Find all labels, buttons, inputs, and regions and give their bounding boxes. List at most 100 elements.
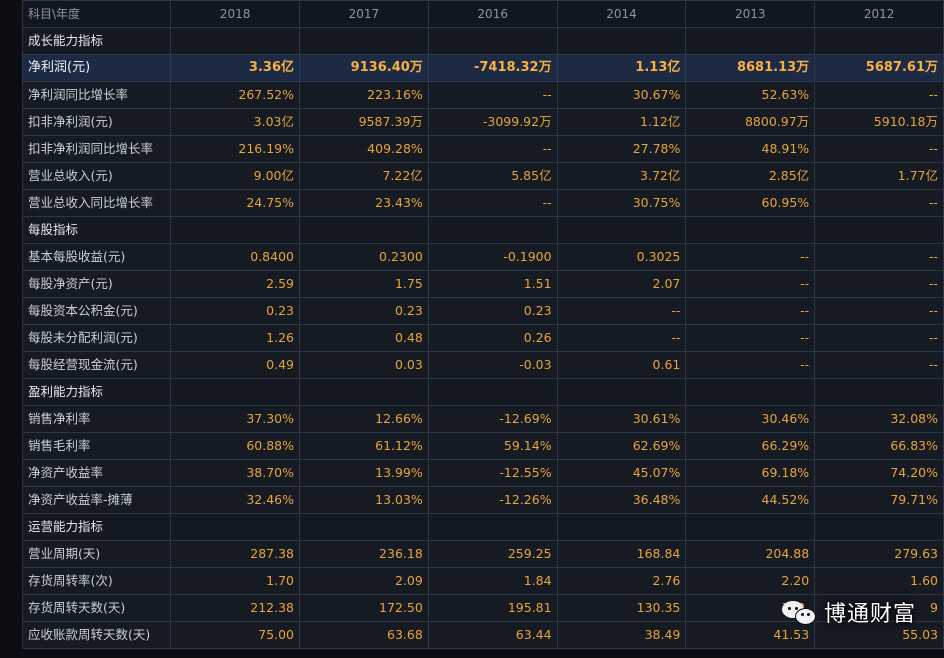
table-row[interactable]: 营业总收入(元) 9.00亿 7.22亿 5.85亿 3.72亿 2.85亿 1.77亿 — [21, 162, 944, 190]
value-cell: -- — [814, 324, 944, 352]
table-body: 成长能力指标 净利润(元) 3.36亿 9136.40万 -7418.32万 1.13亿 8… — [21, 27, 944, 649]
value-cell: 0.26 — [427, 324, 558, 352]
row-label: 每股资本公积金(元) — [21, 297, 172, 325]
value-cell: -0.03 — [427, 351, 558, 379]
row-label: 基本每股收益(元) — [21, 243, 172, 271]
section-empty-cell — [814, 378, 944, 406]
value-cell: 1.12亿 — [556, 108, 687, 136]
value-cell: 8800.97万 — [685, 108, 816, 136]
value-cell: 1.51 — [427, 270, 558, 298]
section-row: 运营能力指标 — [21, 513, 944, 541]
section-empty-cell — [685, 378, 816, 406]
value-cell: 2.76 — [556, 567, 687, 595]
table-row[interactable]: 净利润同比增长率 267.52% 223.16% -- 30.67% 52.63% -- — [21, 81, 944, 109]
row-label: 每股净资产(元) — [21, 270, 172, 298]
value-cell: 24.75% — [170, 189, 300, 217]
section-empty-cell — [814, 27, 944, 55]
value-cell: -3099.92万 — [427, 108, 558, 136]
year-header[interactable]: 2012 — [814, 0, 944, 28]
table-row[interactable]: 扣非净利润同比增长率 216.19% 409.28% -- 27.78% 48.91% -- — [21, 135, 944, 163]
value-cell: 52.63% — [685, 81, 816, 109]
section-empty-cell — [170, 27, 300, 55]
header-row: 科目\年度 2018 2017 2016 2014 2013 2012 — [21, 0, 944, 28]
year-header[interactable]: 2018 — [170, 0, 300, 28]
section-title: 运营能力指标 — [21, 513, 172, 541]
value-cell: 130.35 — [556, 594, 687, 622]
table-row[interactable]: 存货周转率(次) 1.70 2.09 1.84 2.76 2.20 1.60 — [21, 567, 944, 595]
value-cell: 30.67% — [556, 81, 687, 109]
value-cell: 59.14% — [427, 432, 558, 460]
value-cell: 44.52% — [685, 486, 816, 514]
section-empty-cell — [170, 513, 300, 541]
value-cell: 1.77亿 — [814, 162, 944, 190]
value-cell: -- — [685, 351, 816, 379]
value-cell: 1.75 — [299, 270, 429, 298]
value-cell: 75.00 — [170, 621, 300, 649]
table-row[interactable]: 营业周期(天) 287.38 236.18 259.25 168.84 204.88 279… — [21, 540, 944, 568]
value-cell: -- — [427, 81, 558, 109]
year-header[interactable]: 2017 — [299, 0, 429, 28]
table-row[interactable]: 每股未分配利润(元) 1.26 0.48 0.26 -- -- -- — [21, 324, 944, 352]
value-cell: 259.25 — [427, 540, 558, 568]
value-cell: 287.38 — [170, 540, 300, 568]
value-cell: 32.08% — [814, 405, 944, 433]
value-cell: 2.85亿 — [685, 162, 816, 190]
table-row[interactable]: 营业总收入同比增长率 24.75% 23.43% -- 30.75% 60.95% -- — [21, 189, 944, 217]
value-cell: 38.70% — [170, 459, 300, 487]
year-header[interactable]: 2013 — [685, 0, 816, 28]
table-row[interactable]: 净利润(元) 3.36亿 9136.40万 -7418.32万 1.13亿 8681.13… — [21, 54, 944, 82]
value-cell: 9 — [814, 594, 944, 622]
value-cell: 38.49 — [556, 621, 687, 649]
value-cell: -- — [427, 135, 558, 163]
section-row: 成长能力指标 — [21, 27, 944, 55]
row-label: 存货周转率(次) — [21, 567, 172, 595]
section-empty-cell — [427, 216, 558, 244]
table-row[interactable]: 净资产收益率-摊薄 32.46% 13.03% -12.26% 36.48% 44.52%… — [21, 486, 944, 514]
value-cell: 37.30% — [170, 405, 300, 433]
table-row[interactable]: 净资产收益率 38.70% 13.99% -12.55% 45.07% 69.18% 74.… — [21, 459, 944, 487]
value-cell: -- — [685, 297, 816, 325]
table-row[interactable]: 销售净利率 37.30% 12.66% -12.69% 30.61% 30.46% 32.0… — [21, 405, 944, 433]
year-header[interactable]: 2016 — [427, 0, 558, 28]
value-cell: 9136.40万 — [299, 54, 429, 82]
table-row[interactable]: 每股经营现金流(元) 0.49 0.03 -0.03 0.61 -- -- — [21, 351, 944, 379]
row-label: 营业周期(天) — [21, 540, 172, 568]
value-cell: -7418.32万 — [427, 54, 558, 82]
value-cell: 63.68 — [299, 621, 429, 649]
value-cell: 30.61% — [556, 405, 687, 433]
value-cell: -0.1900 — [427, 243, 558, 271]
watermark-text: 博通财富 — [824, 602, 917, 627]
wechat-icon — [782, 599, 816, 625]
table-row[interactable]: 每股净资产(元) 2.59 1.75 1.51 2.07 -- -- — [21, 270, 944, 298]
table-header: 科目\年度 2018 2017 2016 2014 2013 2012 — [21, 0, 944, 28]
value-cell: 74.20% — [814, 459, 944, 487]
financial-indicators-table: 科目\年度 2018 2017 2016 2014 2013 2012 成长能力… — [21, 0, 944, 649]
section-empty-cell — [299, 513, 429, 541]
value-cell: 172.50 — [299, 594, 429, 622]
value-cell: 5687.61万 — [814, 54, 944, 82]
table-row[interactable]: 每股资本公积金(元) 0.23 0.23 0.23 -- -- -- — [21, 297, 944, 325]
value-cell: 23.43% — [299, 189, 429, 217]
table-row[interactable]: 销售毛利率 60.88% 61.12% 59.14% 62.69% 66.29% 66.83… — [21, 432, 944, 460]
value-cell: 0.3025 — [556, 243, 687, 271]
value-cell: 8681.13万 — [685, 54, 816, 82]
section-empty-cell — [685, 27, 816, 55]
value-cell: -- — [556, 324, 687, 352]
value-cell: 0.23 — [299, 297, 429, 325]
value-cell: 5910.18万 — [814, 108, 944, 136]
year-header[interactable]: 2014 — [556, 0, 687, 28]
value-cell: 79.71% — [814, 486, 944, 514]
value-cell: 30.46% — [685, 405, 816, 433]
value-cell: 3.36亿 — [170, 54, 300, 82]
table-row[interactable]: 扣非净利润(元) 3.03亿 9587.39万 -3099.92万 1.12亿 8800.… — [21, 108, 944, 136]
value-cell: 63.44 — [427, 621, 558, 649]
value-cell: 2.20 — [685, 567, 816, 595]
row-label: 销售净利率 — [21, 405, 172, 433]
value-cell: 66.83% — [814, 432, 944, 460]
value-cell: 0.61 — [556, 351, 687, 379]
table-row[interactable]: 应收账款周转天数(天) 75.00 63.68 63.44 38.49 41.53 55.0… — [21, 621, 944, 649]
value-cell: 32.46% — [170, 486, 300, 514]
section-empty-cell — [299, 27, 429, 55]
table-row[interactable]: 基本每股收益(元) 0.8400 0.2300 -0.1900 0.3025 -- -- — [21, 243, 944, 271]
